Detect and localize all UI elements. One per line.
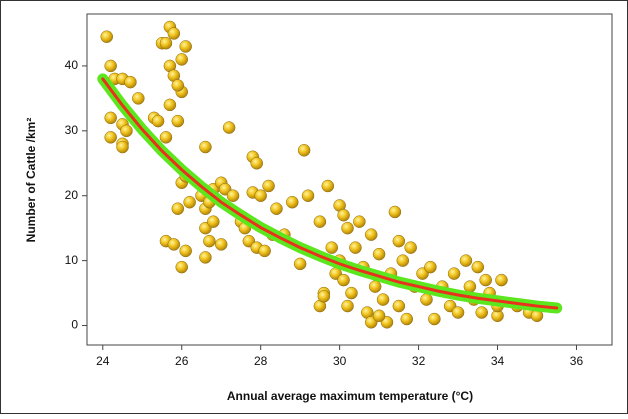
data-point — [167, 238, 181, 251]
data-point — [349, 241, 362, 254]
x-tick-label: 32 — [412, 354, 426, 368]
data-point — [420, 293, 433, 306]
data-point — [321, 179, 335, 193]
data-point — [104, 59, 117, 73]
data-point — [392, 234, 406, 248]
x-tick-label: 24 — [96, 354, 110, 368]
data-point — [396, 254, 410, 267]
data-point — [100, 30, 113, 43]
data-point — [297, 144, 311, 157]
data-point — [132, 92, 145, 105]
data-point — [495, 273, 508, 287]
data-point — [171, 79, 185, 92]
data-point — [372, 309, 386, 323]
data-point — [175, 260, 188, 274]
data-point — [341, 221, 354, 235]
data-point — [159, 131, 173, 144]
data-point — [171, 114, 185, 128]
data-point — [163, 98, 177, 112]
data-point — [313, 215, 327, 228]
data-point — [368, 280, 382, 293]
y-tick-label: 30 — [65, 123, 79, 137]
data-point — [214, 238, 228, 251]
data-point — [250, 157, 263, 170]
data-point — [254, 189, 267, 202]
data-point — [222, 121, 236, 134]
data-point — [120, 124, 133, 138]
y-tick-label: 40 — [65, 58, 79, 72]
data-point — [337, 273, 350, 287]
data-point — [459, 254, 473, 267]
data-point — [171, 202, 185, 215]
data-point — [270, 202, 283, 215]
data-point — [337, 208, 350, 222]
data-point — [104, 111, 117, 125]
data-point — [207, 215, 220, 228]
data-point — [392, 299, 406, 313]
data-point — [104, 131, 117, 144]
data-point — [372, 247, 386, 261]
y-tick-label: 10 — [65, 253, 79, 267]
x-tick-label: 30 — [333, 354, 347, 368]
data-point — [151, 114, 165, 128]
data-point — [159, 36, 173, 50]
data-point — [341, 299, 354, 313]
data-point — [167, 27, 181, 40]
data-point — [424, 260, 437, 274]
data-point — [317, 290, 331, 303]
data-point — [179, 40, 192, 53]
data-point — [404, 241, 417, 254]
x-tick-label: 28 — [254, 354, 268, 368]
data-point — [447, 267, 461, 280]
data-point — [258, 244, 271, 258]
data-point — [479, 273, 492, 287]
data-point — [203, 234, 216, 248]
y-tick-label: 0 — [71, 318, 78, 332]
data-point — [183, 195, 196, 209]
data-point — [286, 195, 299, 209]
y-tick-label: 20 — [65, 188, 79, 202]
data-point — [199, 251, 212, 264]
y-axis-label: Number of Cattle /km² — [24, 118, 38, 243]
data-point — [345, 286, 358, 300]
data-point — [353, 215, 366, 228]
data-point — [124, 75, 137, 89]
data-point — [400, 312, 413, 326]
x-tick-label: 26 — [175, 354, 189, 368]
data-point — [388, 205, 402, 219]
data-point — [428, 312, 441, 326]
x-axis-label: Annual average maximum temperature (°C) — [227, 389, 473, 403]
data-point — [451, 306, 465, 319]
x-tick-label: 34 — [491, 354, 505, 368]
data-point — [175, 53, 188, 66]
data-point — [179, 244, 192, 258]
data-point — [226, 189, 240, 202]
data-point — [301, 189, 315, 202]
data-point — [364, 228, 378, 241]
data-point — [262, 179, 275, 193]
data-point — [199, 140, 212, 154]
data-point — [325, 241, 338, 254]
fit-line — [101, 77, 559, 310]
data-point — [116, 140, 129, 154]
data-point — [376, 293, 390, 306]
data-point — [471, 260, 485, 274]
x-tick-label: 36 — [570, 354, 584, 368]
data-point — [475, 306, 488, 319]
data-point — [293, 257, 307, 271]
